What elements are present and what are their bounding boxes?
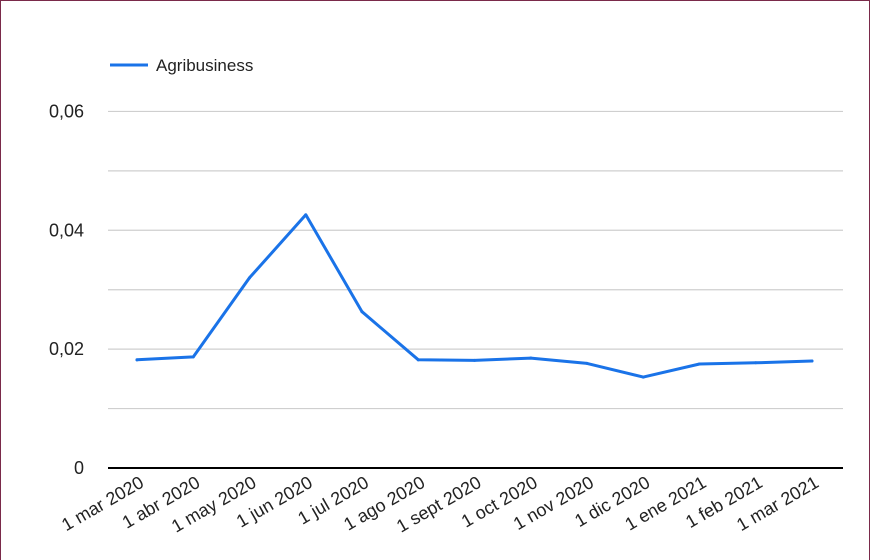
data-point bbox=[191, 355, 195, 359]
y-tick-label: 0 bbox=[74, 458, 84, 478]
y-tick-label: 0,02 bbox=[49, 339, 84, 359]
data-point bbox=[360, 310, 364, 314]
legend: Agribusiness bbox=[110, 56, 253, 75]
data-point bbox=[304, 213, 308, 217]
data-point bbox=[810, 359, 814, 363]
y-tick-label: 0,06 bbox=[49, 101, 84, 121]
y-tick-label: 0,04 bbox=[49, 220, 84, 240]
data-point bbox=[754, 361, 758, 365]
y-axis-ticks: 0 0,02 0,04 0,06 bbox=[49, 101, 84, 478]
data-point bbox=[473, 358, 476, 362]
gridlines bbox=[108, 110, 843, 410]
series-line-agribusiness bbox=[135, 213, 814, 379]
data-point bbox=[416, 358, 420, 362]
series-layer bbox=[135, 213, 814, 379]
data-point bbox=[698, 362, 701, 366]
data-point bbox=[529, 356, 533, 360]
data-point bbox=[135, 358, 139, 362]
data-point bbox=[641, 375, 645, 379]
data-point bbox=[248, 276, 251, 280]
data-point bbox=[585, 361, 589, 365]
legend-label: Agribusiness bbox=[156, 56, 253, 75]
